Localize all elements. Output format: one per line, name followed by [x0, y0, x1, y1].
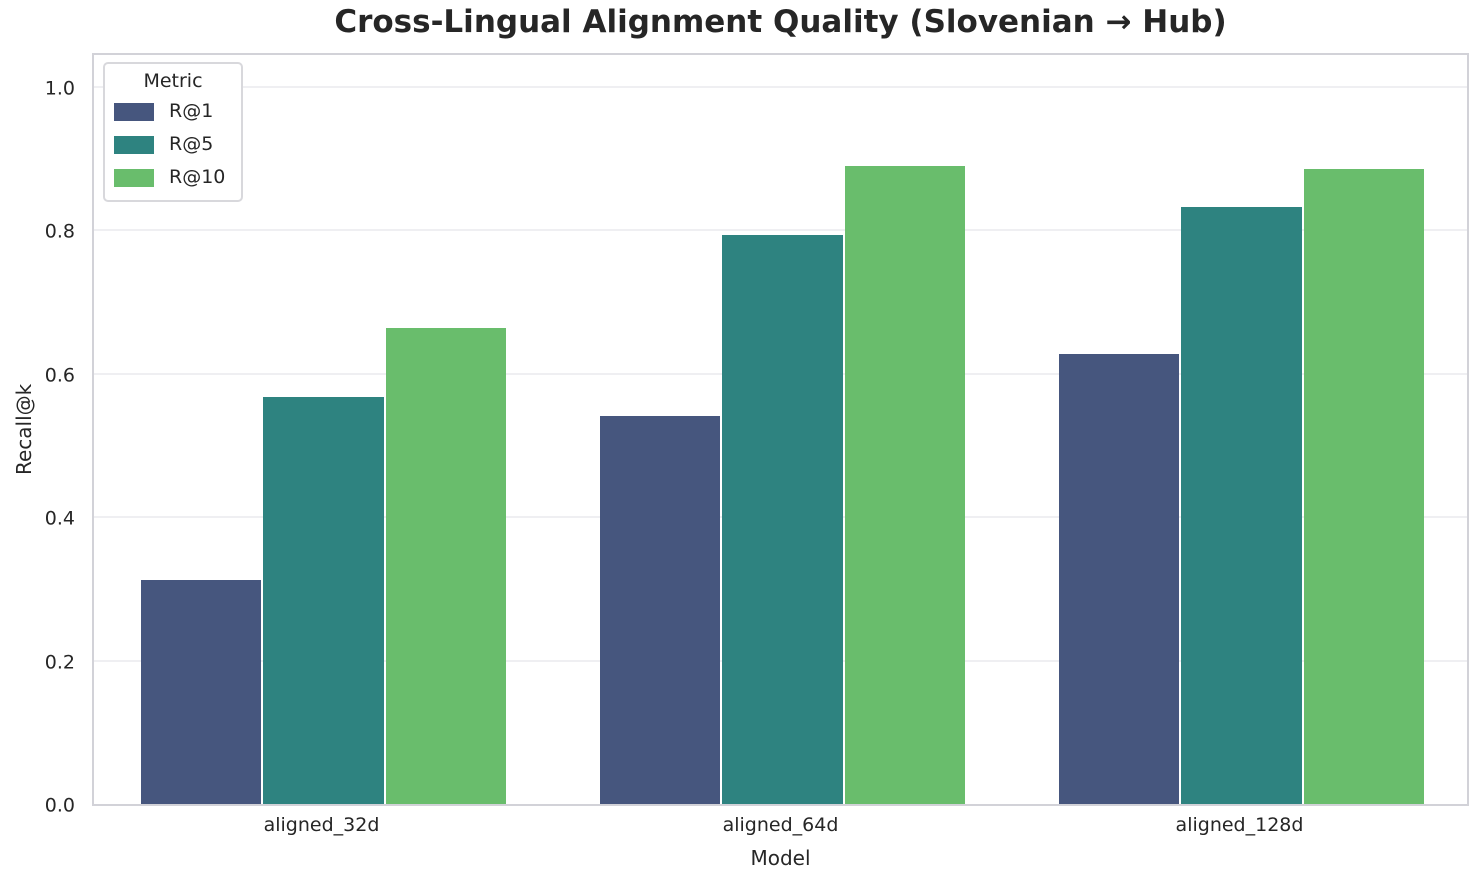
x-axis-ticks: aligned_32d aligned_64d aligned_128d: [92, 814, 1469, 840]
chart-title: Cross-Lingual Alignment Quality (Sloveni…: [334, 4, 1227, 40]
y-axis-ticks: 0.0 0.2 0.4 0.6 0.8 1.0: [0, 53, 84, 815]
legend-item-R@10: R@10: [114, 161, 232, 194]
legend: Metric R@1 R@5 R@10: [103, 62, 243, 202]
bar-aligned_32d-R@5: [263, 396, 384, 804]
plot-area: [92, 53, 1469, 806]
legend-label-R@1: R@1: [169, 100, 214, 122]
legend-title: Metric: [143, 70, 203, 92]
y-tick-label-0.8: 0.8: [44, 220, 75, 243]
legend-swatch-R@1: [114, 102, 154, 121]
bar-aligned_64d-R@1: [599, 416, 721, 804]
bar-aligned_128d-R@10: [1303, 169, 1425, 804]
legend-label-R@5: R@5: [169, 133, 214, 155]
legend-swatch-R@5: [114, 135, 154, 154]
y-tick-label-0.2: 0.2: [44, 651, 75, 674]
legend-items: R@1 R@5 R@10: [114, 95, 232, 194]
bar-aligned_128d-R@5: [1181, 206, 1302, 804]
x-tick-label-aligned_64d: aligned_64d: [722, 814, 839, 836]
legend-swatch-R@10: [114, 168, 154, 187]
x-tick-label-aligned_128d: aligned_128d: [1175, 814, 1304, 836]
bar-aligned_32d-R@1: [140, 579, 262, 804]
legend-item-R@5: R@5: [114, 128, 232, 161]
bar-aligned_128d-R@1: [1058, 354, 1180, 804]
bar-aligned_32d-R@10: [385, 327, 507, 804]
y-tick-label-1.0: 1.0: [44, 77, 75, 100]
bar-aligned_64d-R@5: [722, 234, 843, 804]
y-tick-label-0.6: 0.6: [44, 364, 75, 387]
legend-item-R@1: R@1: [114, 95, 232, 128]
gridline-1.0: [94, 85, 1467, 88]
x-tick-label-aligned_32d: aligned_32d: [263, 814, 380, 836]
x-axis-label: Model: [750, 846, 811, 870]
bar-aligned_64d-R@10: [844, 166, 966, 804]
legend-label-R@10: R@10: [169, 166, 226, 188]
gridline-0.8: [94, 229, 1467, 232]
y-tick-label-0.0: 0.0: [44, 794, 75, 817]
y-tick-label-0.4: 0.4: [44, 507, 75, 530]
